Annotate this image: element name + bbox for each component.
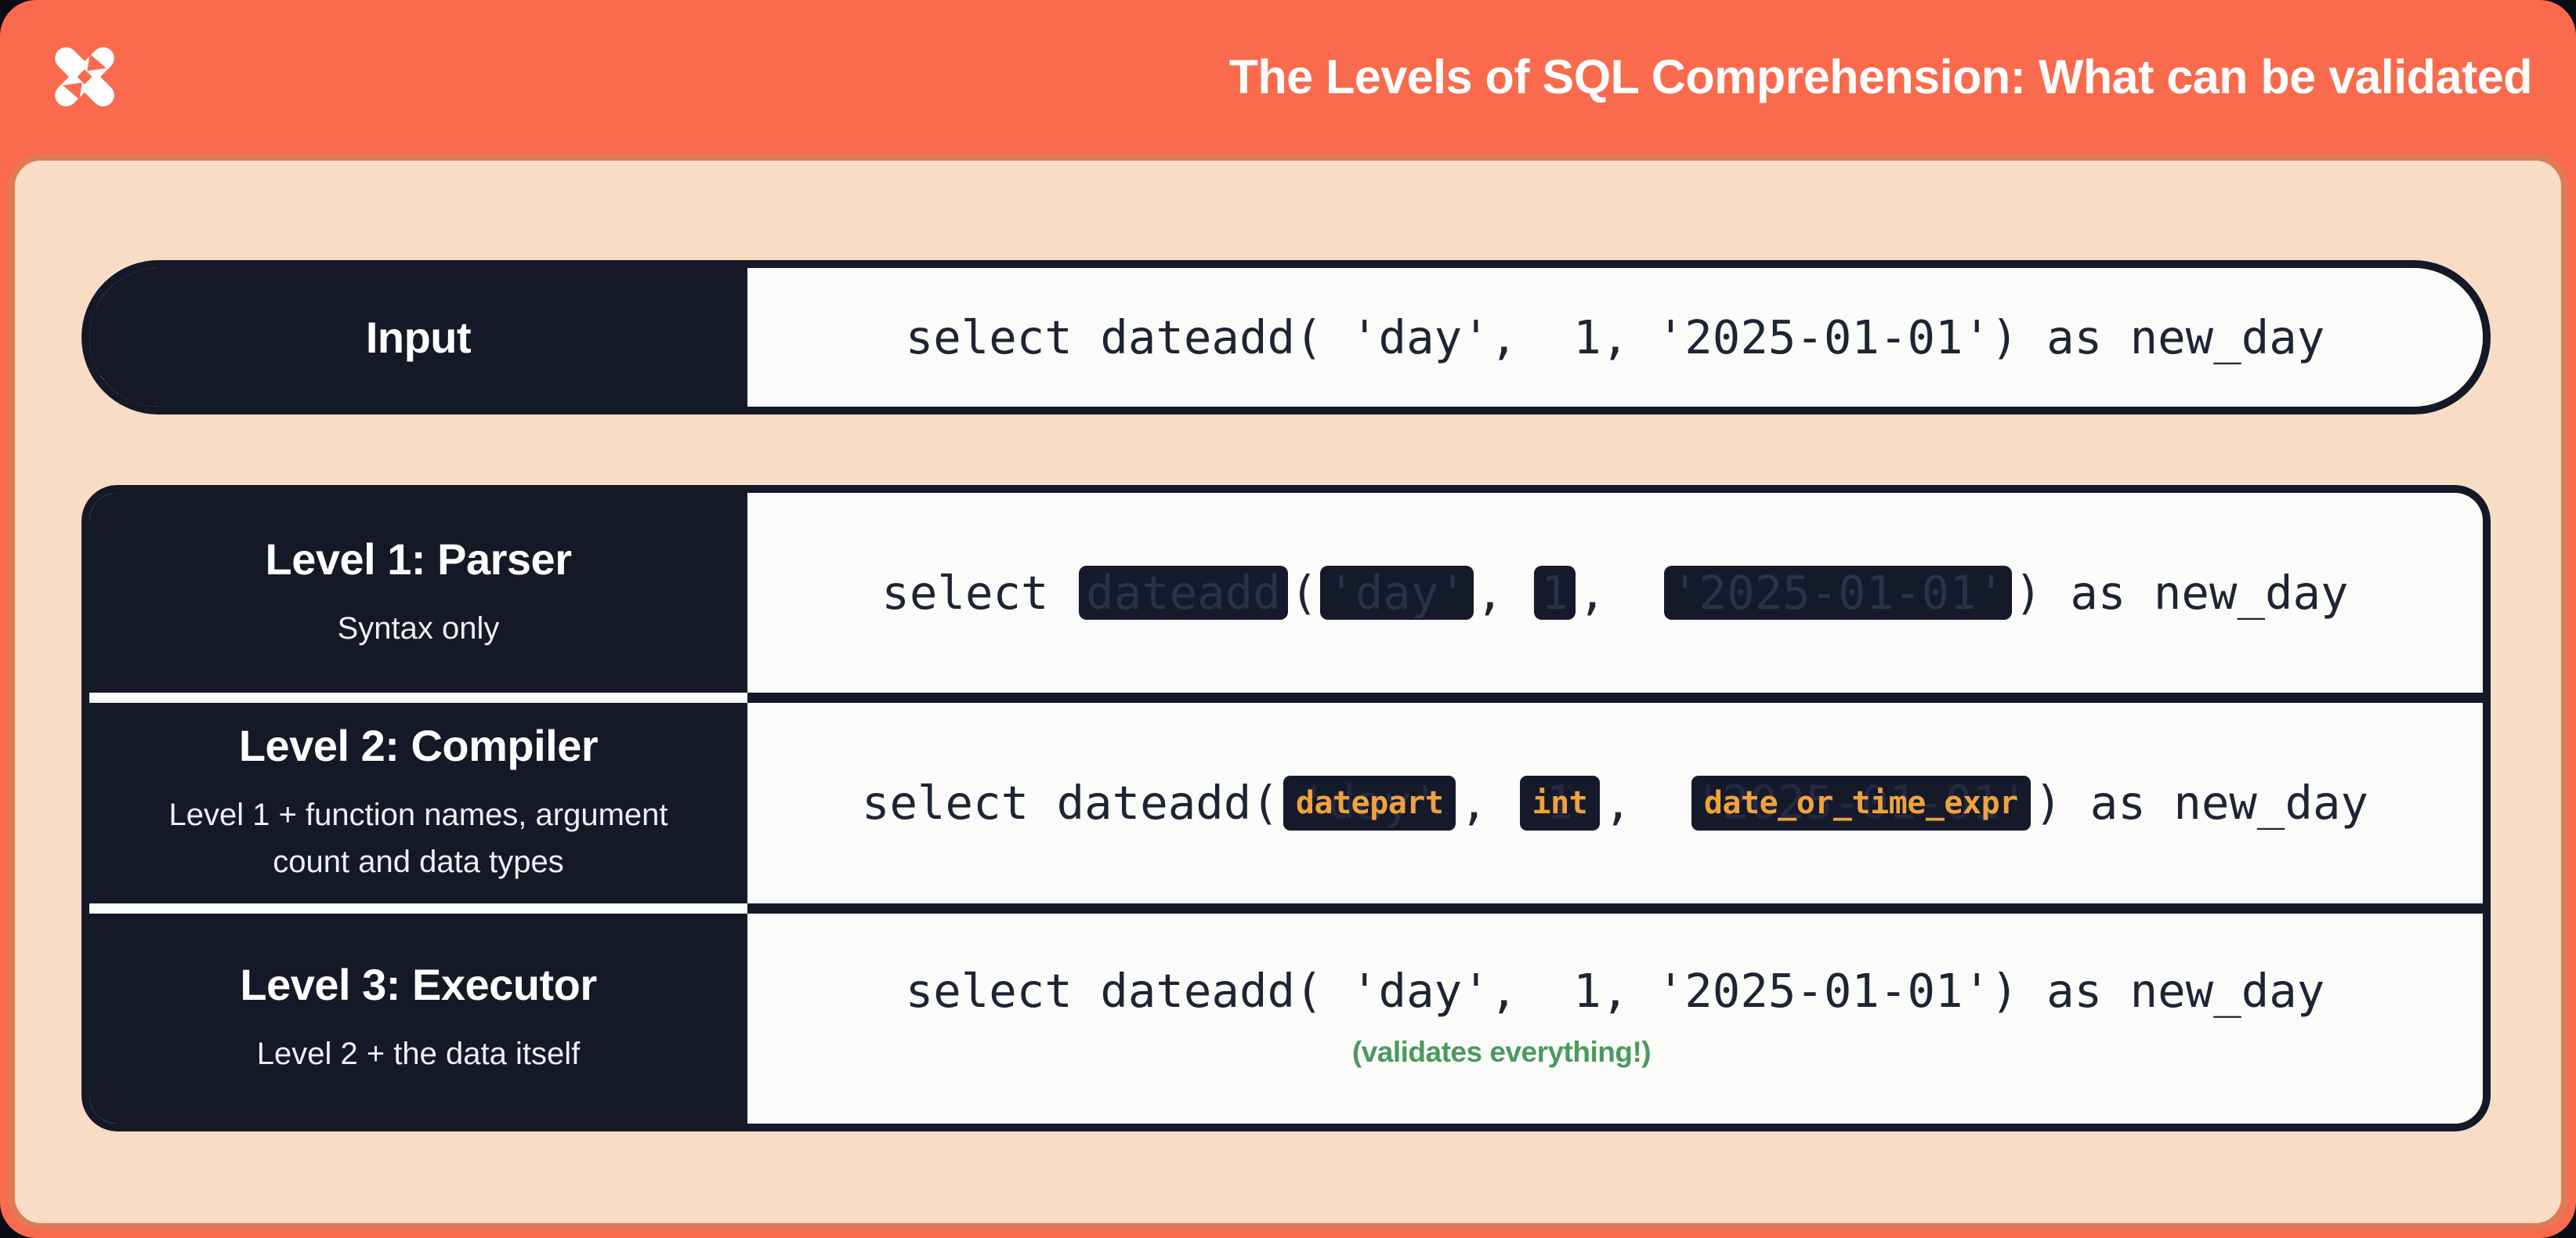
page-title: The Levels of SQL Comprehension: What ca… xyxy=(1228,50,2533,103)
type-token-label: int xyxy=(1532,784,1588,821)
code-text: , xyxy=(1578,566,1662,621)
type-token-label: date_or_time_expr xyxy=(1703,784,2018,821)
redacted-token: 'day' xyxy=(1320,566,1474,621)
input-label: Input xyxy=(89,268,747,407)
code-text: , xyxy=(1475,566,1532,621)
input-code-cell: select dateadd( 'day', 1, '2025-01-01') … xyxy=(747,268,2483,407)
level-1-subtitle: Syntax only xyxy=(337,611,500,646)
level-1-sql-code: select dateadd('day', 1, '2025-01-01') a… xyxy=(881,566,2349,621)
validates-everything-note: (validates everything!) xyxy=(1351,1036,1652,1069)
level-2-code-cell: select dateadd('day' datepart, 1 int, '202… xyxy=(747,703,2483,914)
level-2-sql-code: select dateadd('day' datepart, 1 int, '202… xyxy=(861,775,2369,831)
input-sql-code: select dateadd( 'day', 1, '2025-01-01') … xyxy=(906,314,2325,360)
level-3-title: Level 3: Executor xyxy=(240,960,597,1010)
code-text: ( xyxy=(1290,566,1319,621)
type-token: 'day' datepart xyxy=(1283,775,1456,831)
redacted-token: '2025-01-01' xyxy=(1664,566,2013,621)
level-2-label: Level 2: Compiler Level 1 + function nam… xyxy=(89,703,747,914)
code-text: select dateadd( 'day', 1, '2025-01-01') … xyxy=(905,964,2325,1019)
code-text: select xyxy=(881,566,1077,621)
level-1-title: Level 1: Parser xyxy=(265,534,572,585)
type-token: 1 int xyxy=(1519,775,1601,831)
level-3-row: Level 3: Executor Level 2 + the data its… xyxy=(89,913,2483,1124)
type-token: '2025-01-01' date_or_time_expr xyxy=(1691,775,2031,831)
dbt-logo-icon xyxy=(44,36,125,118)
level-2-row: Level 2: Compiler Level 1 + function nam… xyxy=(89,703,2483,914)
level-2-subtitle: Level 1 + function names, argument count… xyxy=(168,798,668,880)
input-row: Input select dateadd( 'day', 1, '2025-01… xyxy=(81,260,2491,414)
level-3-sql-code: select dateadd( 'day', 1, '2025-01-01') … xyxy=(906,968,2325,1014)
code-text: , xyxy=(1460,776,1516,831)
level-3-code-cell: select dateadd( 'day', 1, '2025-01-01') … xyxy=(747,913,2483,1124)
redacted-token: dateadd xyxy=(1079,566,1288,621)
level-2-title: Level 2: Compiler xyxy=(238,721,599,771)
code-text: select dateadd( xyxy=(861,776,1279,831)
content-panel: Input select dateadd( 'day', 1, '2025-01… xyxy=(8,154,2568,1230)
levels-table: Level 1: Parser Syntax only select datea… xyxy=(81,485,2491,1131)
redacted-token: 1 xyxy=(1533,566,1576,621)
level-3-label: Level 3: Executor Level 2 + the data its… xyxy=(89,913,747,1124)
header: The Levels of SQL Comprehension: What ca… xyxy=(0,0,2576,154)
level-1-label: Level 1: Parser Syntax only xyxy=(89,493,747,704)
type-token-label: datepart xyxy=(1295,784,1444,821)
code-text: select dateadd( 'day', 1, '2025-01-01') … xyxy=(905,310,2325,364)
level-3-subtitle: Level 2 + the data itself xyxy=(256,1037,581,1072)
level-1-code-cell: select dateadd('day', 1, '2025-01-01') a… xyxy=(747,493,2483,704)
code-text: ) as new_day xyxy=(2034,776,2369,831)
code-text: , xyxy=(1604,776,1688,831)
code-text: ) as new_day xyxy=(2014,566,2349,621)
level-1-row: Level 1: Parser Syntax only select datea… xyxy=(89,493,2483,704)
